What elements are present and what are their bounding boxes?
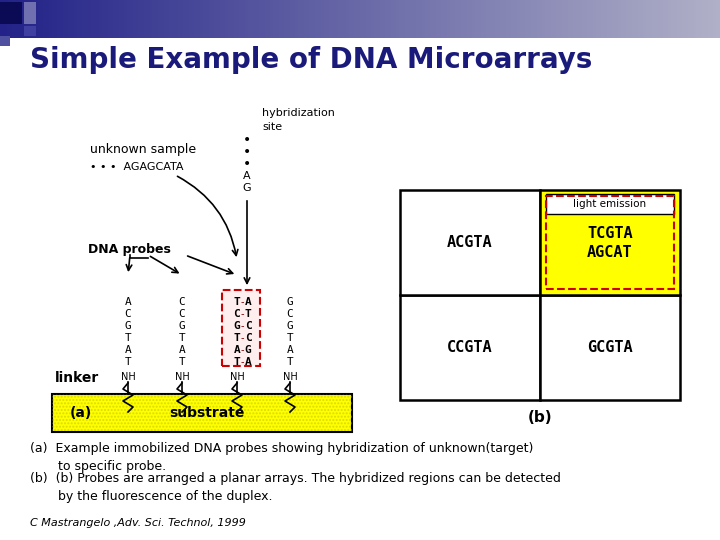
Bar [52,394,352,432]
Text: linker: linker [55,371,99,385]
Text: G: G [287,321,293,331]
Text: C: C [245,321,251,331]
Text: -: - [240,333,244,343]
Text: unknown sample: unknown sample [90,144,196,157]
Text: A: A [233,345,240,355]
Bar [222,290,260,366]
Text: T: T [287,333,293,343]
Text: ACGTA: ACGTA [447,235,492,250]
Text: C: C [245,333,251,343]
Text: T: T [125,333,131,343]
Text: Simple Example of DNA Microarrays: Simple Example of DNA Microarrays [30,46,593,74]
Text: light emission: light emission [573,199,647,209]
Bar [546,194,674,214]
Text: •: • [243,157,251,171]
Text: (a)  Example immobilized DNA probes showing hybridization of unknown(target)
   : (a) Example immobilized DNA probes showi… [30,442,534,473]
Text: (b): (b) [528,410,552,426]
Text: T: T [179,357,185,367]
Bar [0,36,10,46]
Bar [546,196,674,289]
Text: (b)  (b) Probes are arranged a planar arrays. The hybridized regions can be dete: (b) (b) Probes are arranged a planar arr… [30,472,561,503]
Bar [540,190,680,295]
Text: G: G [287,297,293,307]
Text: C: C [179,309,185,319]
Text: -: - [240,309,244,319]
Text: A: A [245,297,251,307]
Text: • • •  AGAGCATA: • • • AGAGCATA [90,162,184,172]
Text: substrate: substrate [169,406,245,420]
Text: T: T [179,333,185,343]
Text: GCGTA: GCGTA [588,340,633,355]
Text: TCGTA: TCGTA [588,226,633,241]
Text: C: C [287,309,293,319]
Bar [24,2,36,24]
Text: C: C [179,297,185,307]
Text: A: A [243,171,251,181]
Text: •: • [243,145,251,159]
Text: -: - [240,297,244,307]
Text: T: T [287,357,293,367]
Text: A: A [287,345,293,355]
Text: G: G [245,345,251,355]
Text: -: - [240,321,244,331]
Text: T: T [125,357,131,367]
Text: -: - [240,345,244,355]
Text: NH: NH [121,372,135,382]
Text: C Mastrangelo ,Adv. Sci. Technol, 1999: C Mastrangelo ,Adv. Sci. Technol, 1999 [30,518,246,528]
Text: T: T [233,357,240,367]
Text: •: • [243,133,251,147]
Text: C: C [125,309,131,319]
Text: A: A [245,357,251,367]
Text: G: G [233,321,240,331]
Text: G: G [125,321,131,331]
Text: NH: NH [230,372,244,382]
Text: -: - [240,357,244,367]
Bar [0,2,22,24]
Bar [400,295,540,400]
Text: NH: NH [283,372,297,382]
Text: NH: NH [175,372,189,382]
Bar [400,190,540,295]
Text: DNA probes: DNA probes [88,244,171,256]
Text: AGCAT: AGCAT [588,245,633,260]
Text: G: G [179,321,185,331]
Text: T: T [245,309,251,319]
Bar [52,394,352,432]
Text: A: A [125,345,131,355]
Text: G: G [243,183,251,193]
Text: A: A [125,297,131,307]
Text: T: T [233,297,240,307]
Text: hybridization
site: hybridization site [262,109,335,132]
Text: A: A [179,345,185,355]
Bar [24,26,36,36]
Text: CCGTA: CCGTA [447,340,492,355]
Text: (a): (a) [70,406,92,420]
Text: T: T [233,333,240,343]
Bar [540,295,680,400]
Text: C: C [233,309,240,319]
